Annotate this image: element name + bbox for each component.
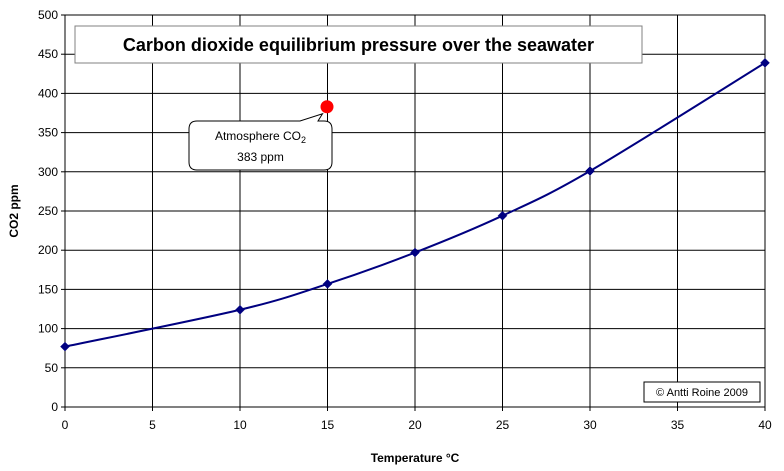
x-tick-label-25: 25 [496, 418, 510, 432]
credit-frame [643, 381, 761, 403]
chart-title-frame [74, 25, 643, 64]
credit-box: © Antti Roine 2009 [643, 381, 761, 403]
data-point-25 [497, 210, 508, 221]
callout-subscript: 2 [301, 135, 306, 145]
callout-label: Atmosphere CO2 [215, 129, 306, 145]
axes [61, 14, 766, 411]
data-point-40 [760, 57, 770, 68]
atmosphere-co2-point [320, 100, 334, 114]
y-tick-label-0: 0 [51, 400, 58, 414]
data-point-15 [322, 279, 333, 289]
x-tick-label-30: 30 [583, 418, 597, 432]
x-tick-label-20: 20 [408, 418, 422, 432]
atmosphere-callout: Atmosphere CO2 383 ppm [188, 112, 333, 171]
y-tick-label-100: 100 [38, 322, 58, 336]
tick-labels: 0 50 100 150 200 250 300 350 400 450 500 0 5 10 15 20 25… [38, 8, 772, 432]
y-tick-label-250: 250 [38, 204, 58, 218]
y-axis-title: CO2 ppm [7, 184, 21, 237]
series-group [60, 57, 770, 352]
y-tick-label-350: 350 [38, 126, 58, 140]
y-tick-label-150: 150 [38, 282, 58, 296]
callout-value: 383 ppm [237, 150, 284, 164]
credit-text: © Antti Roine 2009 [656, 387, 748, 399]
chart-title-box: Carbon dioxide equilibrium pressure over… [74, 25, 643, 64]
y-tick-label-200: 200 [38, 243, 58, 257]
x-tick-label-15: 15 [321, 418, 335, 432]
y-tick-label-300: 300 [38, 165, 58, 179]
y-tick-label-450: 450 [38, 47, 58, 61]
x-tick-label-5: 5 [149, 418, 156, 432]
data-point-30 [585, 166, 595, 176]
y-tick-label-400: 400 [38, 86, 58, 100]
y-tick-label-50: 50 [45, 361, 59, 375]
callout-bubble [188, 112, 333, 171]
data-point-0 [60, 341, 70, 352]
x-tick-label-10: 10 [233, 418, 247, 432]
x-tick-label-0: 0 [62, 418, 69, 432]
x-axis-title: Temperature °C [371, 451, 460, 465]
chart-title: Carbon dioxide equilibrium pressure over… [123, 35, 594, 55]
data-point-10 [235, 304, 245, 315]
x-tick-label-40: 40 [758, 418, 772, 432]
y-tick-label-500: 500 [38, 8, 58, 22]
data-point-20 [410, 247, 420, 258]
x-tick-label-35: 35 [671, 418, 685, 432]
